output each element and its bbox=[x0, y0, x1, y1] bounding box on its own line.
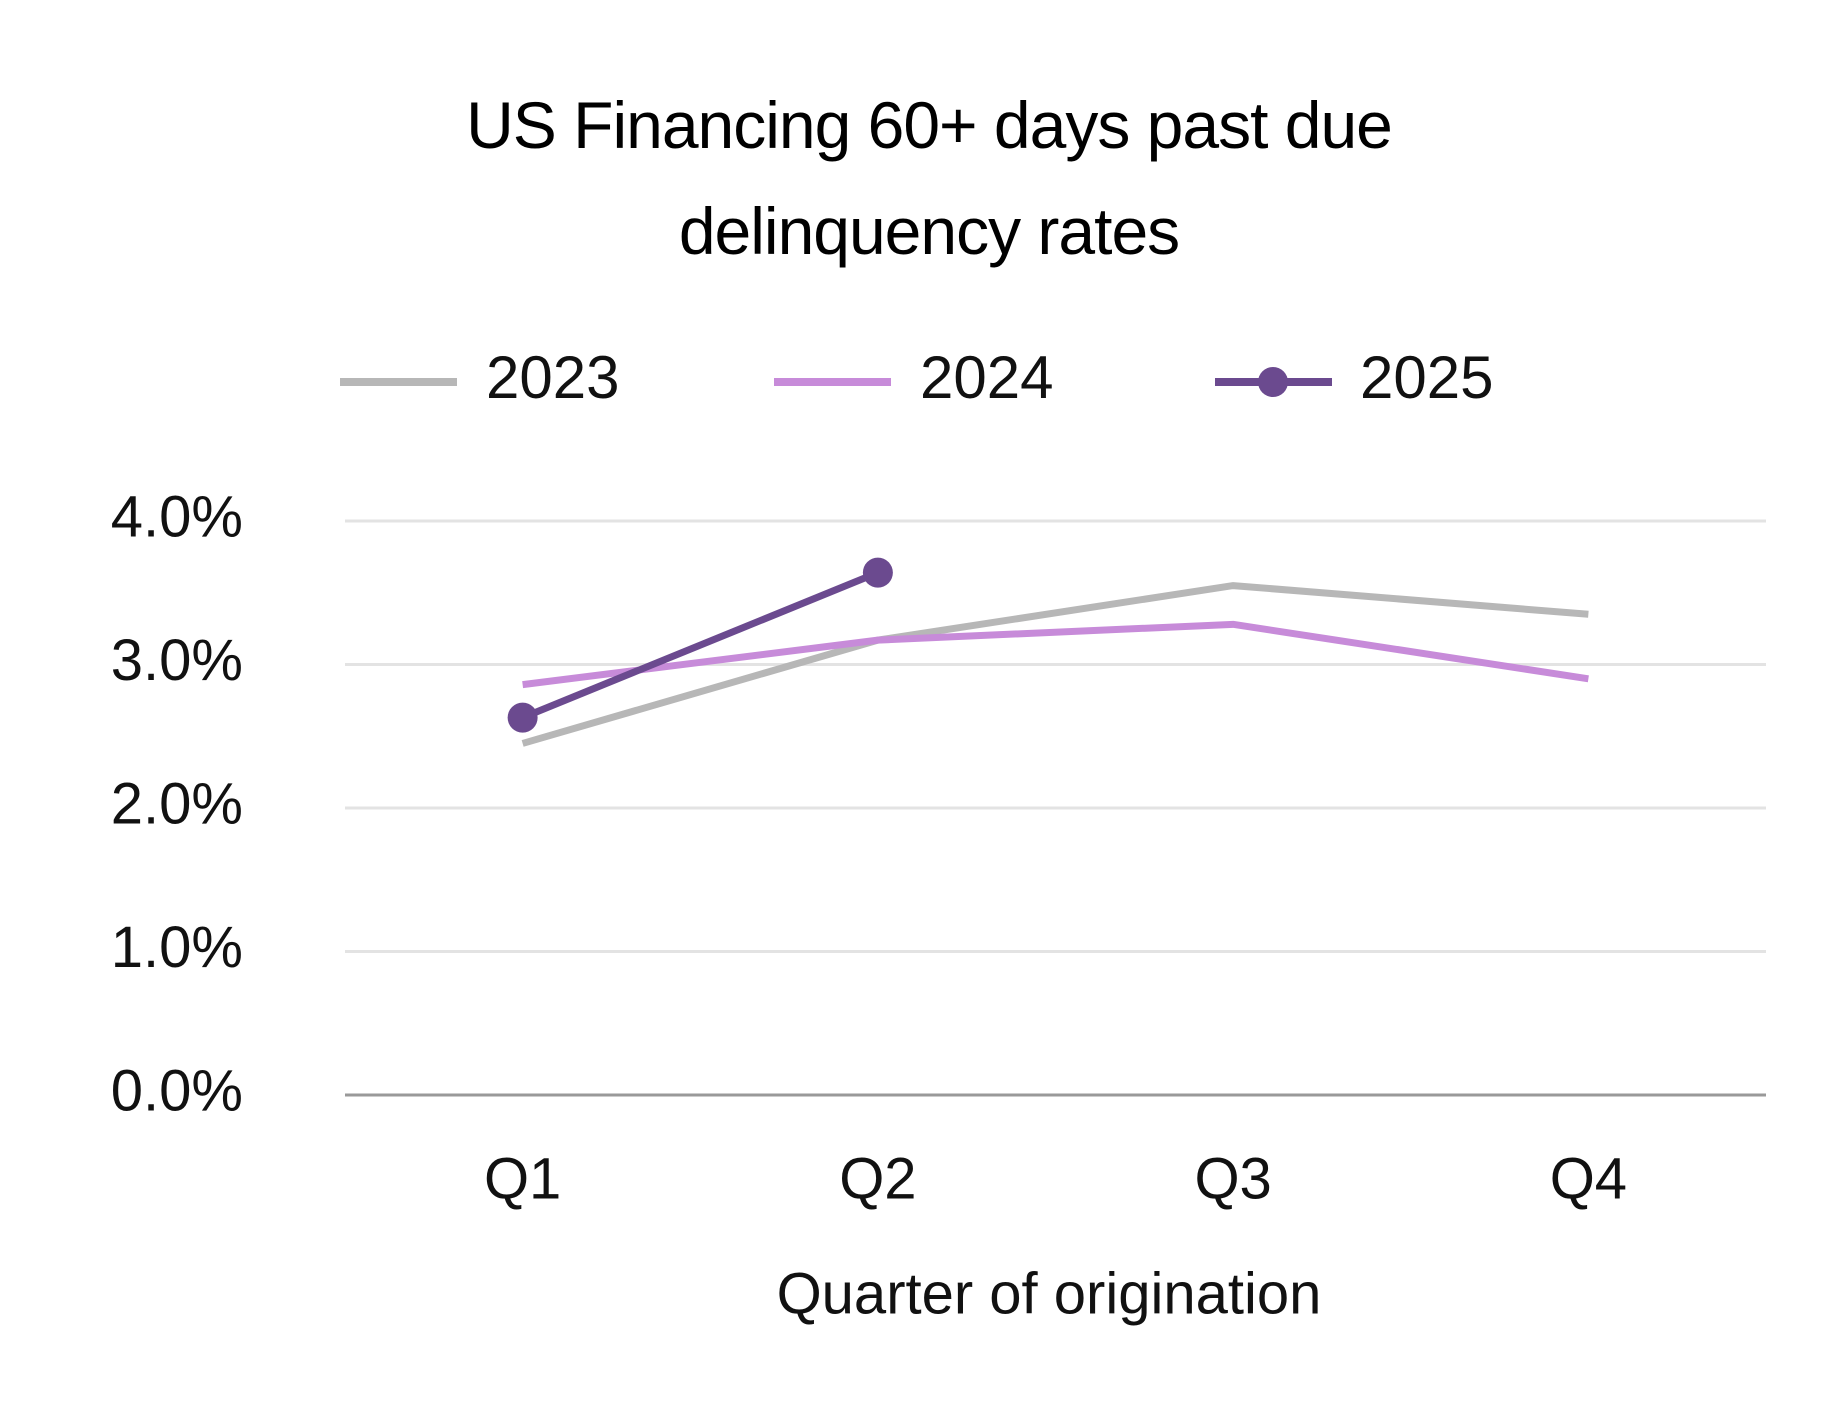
x-tick-label: Q3 bbox=[1194, 1146, 1271, 1211]
y-tick-label: 2.0% bbox=[111, 771, 243, 836]
series-line bbox=[522, 620, 1589, 689]
x-axis-label: Quarter of origination bbox=[777, 1261, 1322, 1326]
x-tick-label: Q4 bbox=[1550, 1146, 1627, 1211]
legend-label: 2023 bbox=[486, 344, 619, 411]
y-tick-label: 3.0% bbox=[111, 628, 243, 693]
y-tick-label: 0.0% bbox=[111, 1058, 243, 1123]
y-tick-label: 1.0% bbox=[111, 915, 243, 980]
series-marker bbox=[862, 557, 893, 588]
y-tick-label: 4.0% bbox=[111, 484, 243, 549]
x-tick-label: Q1 bbox=[484, 1146, 561, 1211]
x-tick-label: Q2 bbox=[839, 1146, 916, 1211]
legend-label: 2025 bbox=[1360, 344, 1493, 411]
legend-label: 2024 bbox=[920, 344, 1053, 411]
chart-title: US Financing 60+ days past due delinquen… bbox=[466, 88, 1393, 268]
series-line bbox=[521, 582, 1589, 747]
series-marker bbox=[507, 702, 538, 733]
series-line bbox=[521, 569, 880, 721]
legend-marker bbox=[1258, 367, 1288, 397]
